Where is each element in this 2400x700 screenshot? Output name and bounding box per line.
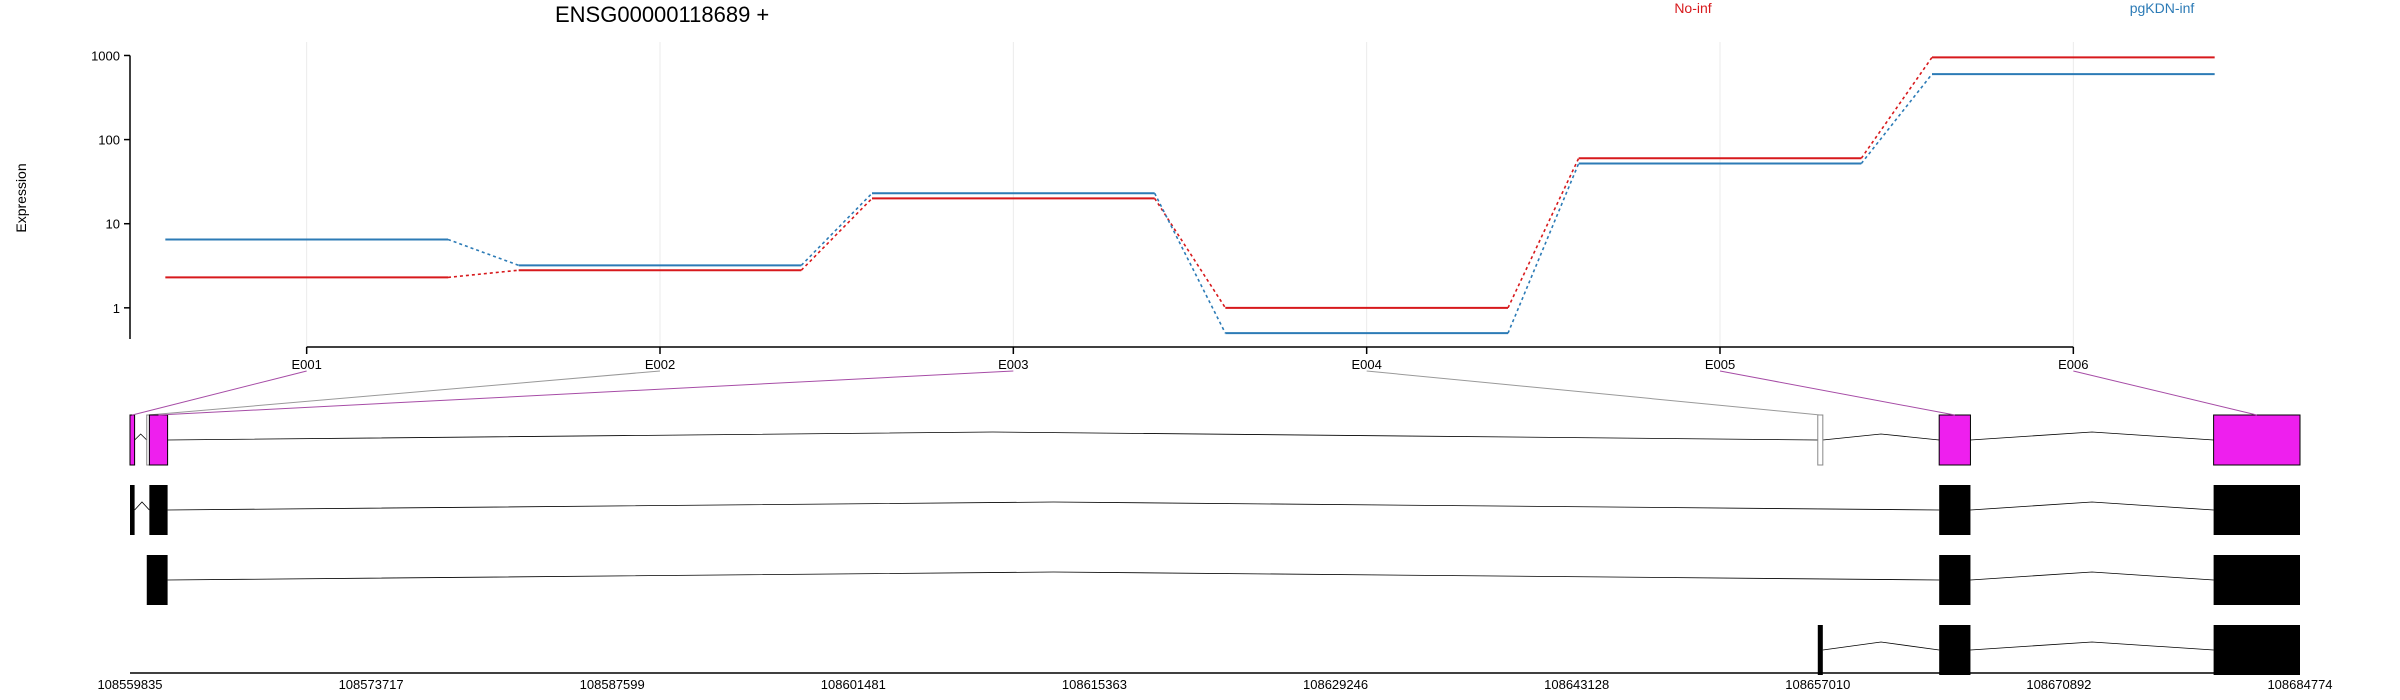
series-connector — [800, 192, 873, 266]
exon-annotation-track — [129, 370, 2301, 466]
exon-mapping-line — [132, 370, 307, 416]
transcript-exon — [1939, 485, 1971, 535]
transcript-track — [1817, 625, 2300, 675]
genomic-tick-label: 108601481 — [821, 677, 886, 692]
y-tick-label: 10 — [106, 217, 120, 232]
transcript-exon — [2213, 555, 2300, 605]
genomic-tick-label: 108684774 — [2267, 677, 2332, 692]
y-tick-label: 1 — [113, 301, 120, 316]
transcript-exon — [130, 485, 135, 535]
transcript-exon — [146, 555, 168, 605]
transcript-exon — [1939, 555, 1971, 605]
transcript-track — [130, 485, 2300, 535]
x-tick-label: E004 — [1351, 357, 1381, 372]
x-tick-label: E003 — [998, 357, 1028, 372]
gridlines — [306, 42, 2074, 347]
x-tick-label: E001 — [291, 357, 321, 372]
intron — [1970, 571, 2214, 581]
series-no-inf — [165, 56, 2215, 309]
series-connector — [1860, 73, 1933, 164]
series-lines — [165, 56, 2215, 335]
series-connector — [1507, 157, 1580, 309]
genomic-tick-label: 108657010 — [1785, 677, 1850, 692]
intron — [167, 571, 1940, 581]
x-tick-label: E005 — [1705, 357, 1735, 372]
legend-pgkdn-inf: pgKDN-inf — [2130, 0, 2195, 16]
series-connector — [1153, 197, 1227, 309]
genomic-tick-label: 108587599 — [580, 677, 645, 692]
gene-model: 108559835 108573717 108587599 108601481 1086… — [97, 370, 2333, 692]
series-connector — [1507, 163, 1580, 334]
intron — [1822, 433, 1940, 441]
genomic-tick-label: 108670892 — [2026, 677, 2091, 692]
x-tick-label: E006 — [2058, 357, 2088, 372]
exon-e001 — [129, 414, 136, 466]
series-connector — [1153, 192, 1227, 334]
series-pgkdn-inf — [165, 73, 2215, 335]
transcript-exon — [149, 485, 168, 535]
intron — [167, 501, 1940, 511]
transcript-exon — [1939, 625, 1971, 675]
exon-mapping-line — [1719, 370, 1955, 416]
genomic-tick-label: 108559835 — [97, 677, 162, 692]
series-connector — [1860, 56, 1933, 159]
intron — [1970, 641, 2214, 651]
exon-e003 — [148, 414, 169, 466]
transcript-exon — [1817, 625, 1823, 675]
genomic-tick-label: 108615363 — [1062, 677, 1127, 692]
genomic-tick-label: 108573717 — [339, 677, 404, 692]
intron — [1970, 431, 2214, 441]
exon-e005 — [1938, 414, 1971, 466]
exon-e006 — [2213, 414, 2301, 466]
exon-mapping-line — [2073, 370, 2257, 416]
axes: 1 10 100 1000 E001 E002 E003 E004 E005 E006 — [91, 48, 2088, 372]
chart-title: ENSG00000118689 + — [555, 2, 769, 27]
intron — [1970, 501, 2214, 511]
genomic-tick-label: 108629246 — [1303, 677, 1368, 692]
intron — [134, 501, 150, 511]
intron — [167, 431, 1818, 441]
transcript-track — [146, 555, 2300, 605]
transcript-exon — [2213, 485, 2300, 535]
series-connector — [800, 197, 873, 271]
exon-mapping-line — [148, 370, 661, 416]
transcript-exon — [2213, 625, 2300, 675]
series-connector — [447, 269, 519, 279]
y-tick-label: 100 — [98, 133, 120, 148]
exon-mapping-line — [1366, 370, 1821, 416]
intron — [134, 433, 148, 441]
x-tick-label: E002 — [645, 357, 675, 372]
intron — [1822, 641, 1940, 651]
exon-mapping-line — [158, 370, 1014, 416]
y-axis-label: Expression — [13, 163, 29, 232]
genomic-tick-label: 108643128 — [1544, 677, 1609, 692]
legend-no-inf: No-inf — [1674, 0, 1711, 16]
y-tick-label: 1000 — [91, 48, 120, 63]
exon-e004 — [1817, 414, 1824, 466]
series-connector — [447, 238, 519, 267]
